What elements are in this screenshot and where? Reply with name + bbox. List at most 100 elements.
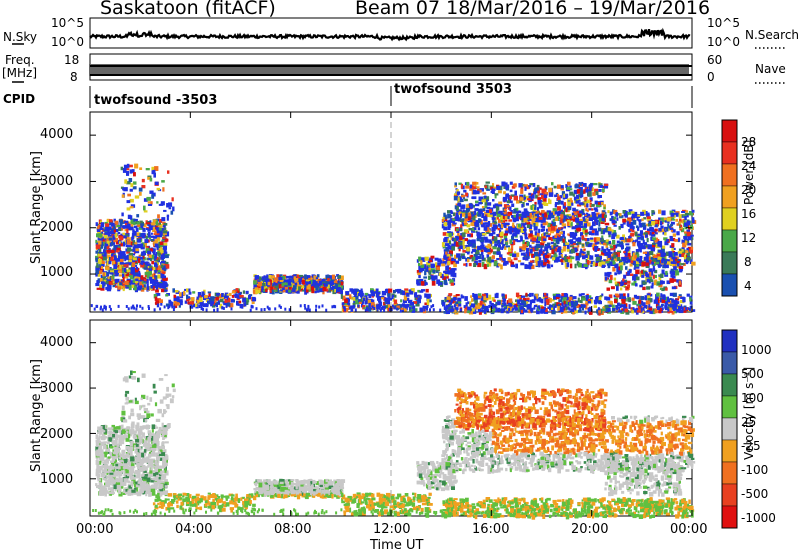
- data-cell: [424, 264, 427, 270]
- data-cell: [160, 256, 163, 260]
- data-cell: [663, 295, 666, 300]
- data-cell: [597, 202, 601, 205]
- data-cell: [523, 254, 528, 258]
- data-cell: [491, 237, 495, 241]
- data-cell: [331, 286, 336, 289]
- data-cell: [108, 286, 112, 291]
- data-cell: [160, 201, 165, 206]
- data-cell: [484, 247, 487, 252]
- data-cell: [461, 185, 465, 190]
- data-cell: [581, 190, 584, 194]
- data-cell: [664, 232, 667, 236]
- data-cell: [550, 305, 554, 310]
- data-cell: [445, 272, 449, 276]
- data-cell: [586, 209, 589, 212]
- data-cell: [265, 278, 270, 283]
- data-cell: [274, 286, 278, 292]
- data-cell: [135, 270, 139, 276]
- data-cell: [334, 284, 339, 289]
- data-cell: [599, 185, 604, 188]
- data-cell: [106, 250, 110, 253]
- data-cell: [573, 310, 578, 314]
- data-cell: [383, 301, 386, 306]
- data-cell: [485, 209, 490, 213]
- data-cell: [406, 292, 410, 297]
- data-cell: [454, 185, 457, 188]
- data-cell: [167, 170, 170, 174]
- data-cell: [672, 257, 676, 261]
- data-cell: [143, 286, 147, 290]
- data-cell: [129, 188, 133, 192]
- data-cell: [664, 305, 667, 309]
- data-cell: [125, 255, 129, 260]
- data-cell: [542, 262, 547, 266]
- data-cell: [447, 257, 452, 263]
- data-cell: [582, 229, 587, 235]
- data-cell: [126, 239, 131, 245]
- data-cell: [471, 257, 474, 262]
- data-cell: [103, 234, 108, 239]
- data-cell: [613, 224, 617, 227]
- data-cell: [452, 272, 457, 278]
- data-cell: [114, 264, 118, 268]
- data-cell: [126, 200, 131, 204]
- data-cell: [105, 223, 109, 227]
- data-cell: [559, 231, 563, 234]
- data-cell: [415, 303, 420, 307]
- data-cell: [542, 201, 547, 205]
- data-cell: [161, 288, 165, 293]
- data-cell: [469, 204, 474, 209]
- data-cell: [512, 183, 515, 187]
- data-cell: [555, 297, 560, 300]
- data-cell: [162, 225, 166, 228]
- data-cell: [584, 202, 588, 205]
- data-cell: [293, 276, 296, 280]
- data-cell: [583, 251, 586, 254]
- data-cell: [375, 288, 379, 293]
- data-cell: [258, 287, 261, 291]
- data-cell: [465, 250, 468, 254]
- data-cell: [503, 235, 508, 240]
- data-cell: [106, 254, 111, 259]
- data-cell: [284, 286, 289, 290]
- data-cell: [157, 243, 161, 249]
- data-cell: [570, 239, 574, 243]
- data-cell: [497, 204, 503, 207]
- data-cell: [146, 196, 151, 201]
- data-cell: [645, 233, 648, 238]
- data-cell: [679, 300, 685, 304]
- data-cell: [438, 272, 443, 277]
- data-cell: [122, 276, 125, 282]
- data-cell: [609, 275, 613, 280]
- data-cell: [581, 235, 585, 240]
- data-cell: [448, 256, 452, 260]
- data-cell: [416, 259, 419, 263]
- data-cell: [119, 236, 124, 241]
- data-cell: [442, 301, 446, 307]
- data-cell: [600, 230, 604, 235]
- data-cell: [453, 297, 457, 301]
- data-cell: [423, 305, 427, 310]
- data-cell: [576, 204, 582, 207]
- data-cell: [503, 233, 508, 236]
- data-cell: [640, 235, 644, 239]
- data-cell: [287, 281, 292, 286]
- data-cell: [465, 244, 469, 249]
- data-cell: [492, 199, 495, 202]
- data-cell: [103, 249, 106, 254]
- data-cell: [472, 189, 477, 195]
- data-cell: [678, 214, 682, 219]
- data-cell: [651, 237, 656, 240]
- data-cell: [251, 301, 255, 304]
- data-cell: [547, 222, 552, 228]
- data-cell: [131, 253, 136, 256]
- data-cell: [670, 304, 675, 310]
- data-cell: [572, 243, 577, 246]
- data-cell: [262, 283, 266, 287]
- data-cell: [622, 304, 626, 308]
- data-cell: [681, 307, 686, 311]
- data-cell: [498, 219, 501, 223]
- data-cell: [489, 214, 493, 218]
- data-cell: [484, 195, 487, 199]
- data-cell: [526, 198, 531, 201]
